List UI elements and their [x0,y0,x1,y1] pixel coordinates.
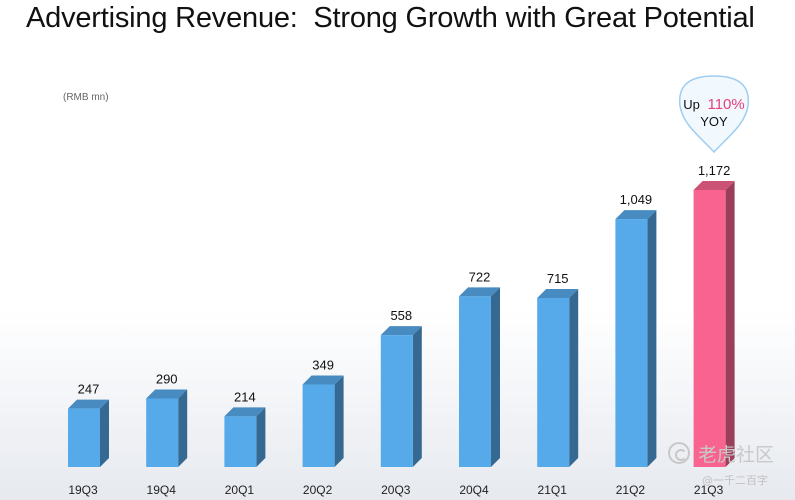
x-tick-label: 19Q3 [68,483,98,497]
x-tick-label: 19Q4 [147,483,177,497]
bar-side [256,407,266,467]
bar-front [302,384,335,467]
bar-top [224,407,266,417]
bar-20Q4: 722 20Q4 [459,269,500,497]
bar-top [68,399,109,409]
watermark: 老虎社区 @一千二百字 [668,440,788,498]
bar-side [178,389,188,467]
data-label: 290 [156,371,178,386]
x-tick-label: 21Q3 [694,483,724,497]
bar-21Q2: 1,049 21Q2 [615,192,657,497]
bar-side [569,289,579,467]
bar-top [615,210,657,220]
callout-bubble-shape [678,75,750,154]
data-label: 558 [390,308,412,323]
bar-front [615,219,648,467]
bar-side [725,181,735,467]
data-label: 247 [78,382,100,397]
slide-title: Advertising Revenue: Strong Growth with … [26,2,755,34]
bar-front [224,416,257,467]
data-label: 349 [312,358,334,373]
bar-21Q1: 715 21Q1 [537,271,579,497]
x-tick-label: 20Q4 [459,483,489,497]
bar-front [68,408,100,467]
bar-20Q2: 349 20Q2 [302,358,344,497]
yoy-callout-bubble: Up 110% YOY [678,75,750,154]
bar-side [647,210,657,468]
bar-front [146,398,179,467]
bar-front [380,335,413,467]
x-tick-label: 20Q1 [225,483,255,497]
bar-side [100,399,109,467]
bar-front [537,298,570,467]
x-tick-label: 21Q1 [538,483,568,497]
bar-side [491,287,500,467]
callout-suffix: YOY [700,114,728,129]
bar-20Q3: 558 20Q3 [380,308,422,497]
bar-20Q1: 214 20Q1 [224,389,266,497]
bar-top [146,389,188,399]
bar-top [302,375,344,385]
bar-front [693,190,726,467]
svg-text:Up 110%: Up 110% [683,96,745,113]
bar-top [459,287,500,297]
callout-prefix: Up [683,97,700,112]
data-label: 722 [469,269,491,284]
watermark-name: 老虎社区 [698,444,775,466]
bar-side [412,326,422,467]
bar-front [459,296,491,467]
bar-19Q4: 290 19Q4 [146,371,188,497]
bar-19Q3: 247 19Q3 [68,382,109,497]
watermark-handle: @一千二百字 [702,474,768,487]
tiger-logo-icon [668,442,690,464]
callout-value: 110% [707,96,744,113]
x-tick-label: 20Q2 [303,483,333,497]
data-label: 1,172 [698,163,731,178]
bar-top [693,181,735,190]
x-tick-label: 20Q3 [381,483,411,497]
bar-top [380,326,422,336]
bar-top [537,289,579,299]
bar-side [334,375,344,467]
data-label: 1,049 [620,192,653,207]
x-tick-label: 21Q2 [616,483,646,497]
bar-21Q3: 1,172 21Q3 [693,163,735,497]
data-label: 214 [234,389,256,404]
data-label: 715 [547,271,569,286]
unit-label: (RMB mn) [63,92,109,103]
